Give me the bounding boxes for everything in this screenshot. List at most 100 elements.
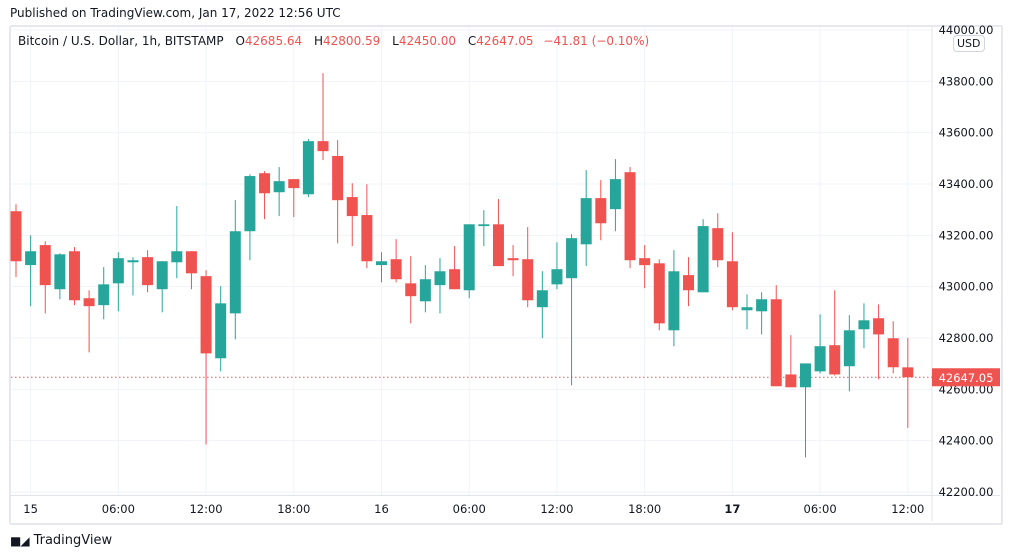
open-value: 42685.64: [244, 34, 303, 48]
candle-body: [858, 320, 870, 330]
candle[interactable]: [726, 232, 738, 311]
candle[interactable]: [259, 171, 271, 220]
candle[interactable]: [492, 199, 504, 267]
candle[interactable]: [346, 183, 358, 247]
candle[interactable]: [551, 242, 563, 290]
candle-body: [244, 176, 256, 232]
time-axis: 15 06:00 12:00 18:00 16 06:00 12:00 18:00 17 06:0…: [23, 502, 924, 516]
candle-body: [185, 251, 197, 274]
candle[interactable]: [83, 290, 95, 353]
time-tick-label: 17: [724, 502, 740, 516]
candle[interactable]: [785, 335, 797, 388]
close-label: C: [467, 34, 477, 48]
candle-body: [302, 141, 314, 195]
candle[interactable]: [244, 174, 256, 261]
candle[interactable]: [522, 227, 534, 308]
candle[interactable]: [449, 246, 461, 290]
candle[interactable]: [39, 241, 51, 314]
candle-body: [376, 261, 387, 266]
candle[interactable]: [770, 285, 782, 387]
candle-body: [478, 224, 490, 227]
candle[interactable]: [142, 250, 154, 293]
candle[interactable]: [829, 290, 841, 376]
candle[interactable]: [478, 210, 490, 247]
footer: ■◢ TradingView: [10, 533, 112, 548]
candle-body: [580, 198, 592, 245]
candle[interactable]: [215, 286, 227, 372]
candle[interactable]: [536, 271, 548, 339]
candle[interactable]: [697, 219, 709, 293]
candle[interactable]: [200, 270, 212, 445]
candle[interactable]: [463, 224, 475, 299]
candle[interactable]: [185, 251, 197, 290]
candle[interactable]: [229, 200, 241, 340]
currency-badge[interactable]: USD: [953, 35, 985, 52]
tradingview-logo-icon: ■◢: [10, 533, 30, 548]
price-tick-label: 42800.00: [939, 331, 994, 345]
candle-body: [551, 269, 563, 285]
candle[interactable]: [288, 179, 300, 218]
candle-body: [127, 260, 139, 263]
candle[interactable]: [653, 259, 665, 331]
candle[interactable]: [317, 73, 329, 161]
candle[interactable]: [302, 139, 314, 198]
candle[interactable]: [390, 239, 402, 283]
candle[interactable]: [10, 204, 22, 278]
symbol-legend: Bitcoin / U.S. Dollar, 1h, BITSTAMP O426…: [18, 34, 649, 48]
candle[interactable]: [25, 235, 37, 307]
candle-body: [405, 283, 417, 297]
price-tick-label: 43200.00: [939, 228, 994, 242]
candle[interactable]: [609, 159, 621, 232]
candle-body: [463, 224, 475, 291]
candle[interactable]: [507, 245, 519, 277]
close-value: 42647.05: [476, 34, 534, 48]
candle[interactable]: [668, 250, 680, 347]
candle[interactable]: [902, 337, 914, 428]
candle[interactable]: [419, 265, 431, 313]
candle-body: [492, 224, 504, 267]
candle[interactable]: [639, 245, 651, 289]
candle[interactable]: [873, 304, 885, 380]
candle-body: [770, 299, 782, 387]
candle[interactable]: [68, 247, 80, 306]
candle[interactable]: [683, 257, 695, 307]
candle-body: [215, 303, 227, 359]
footer-brand[interactable]: TradingView: [33, 533, 113, 548]
candle[interactable]: [843, 315, 855, 392]
candle[interactable]: [273, 167, 285, 217]
candle[interactable]: [171, 206, 183, 279]
candle[interactable]: [127, 257, 139, 296]
candle[interactable]: [595, 180, 607, 241]
candle[interactable]: [434, 258, 446, 314]
candle[interactable]: [580, 170, 592, 267]
candle[interactable]: [376, 252, 387, 283]
candle[interactable]: [858, 303, 870, 349]
time-tick-label: 06:00: [804, 502, 837, 516]
candle[interactable]: [156, 261, 168, 313]
time-tick-label: 18:00: [628, 502, 661, 516]
candle-body: [229, 231, 241, 314]
candle-body: [156, 261, 168, 290]
candle[interactable]: [756, 292, 768, 335]
candle[interactable]: [98, 267, 110, 320]
candle[interactable]: [799, 363, 811, 458]
candle[interactable]: [361, 184, 373, 269]
candle-body: [449, 269, 461, 290]
price-tick-label: 42400.00: [939, 434, 994, 448]
candle[interactable]: [54, 253, 66, 300]
candle[interactable]: [405, 256, 417, 324]
candle[interactable]: [741, 294, 753, 330]
symbol-title: Bitcoin / U.S. Dollar, 1h, BITSTAMP: [18, 34, 224, 48]
candle-body: [25, 251, 37, 266]
candle[interactable]: [887, 321, 899, 374]
time-tick-label: 16: [374, 502, 389, 516]
candle[interactable]: [814, 314, 826, 374]
published-caption: Published on TradingView.com, Jan 17, 20…: [10, 6, 341, 20]
candle[interactable]: [624, 167, 636, 269]
candle[interactable]: [332, 140, 344, 244]
candle[interactable]: [112, 252, 124, 312]
candle[interactable]: [712, 213, 724, 268]
candle-body: [317, 141, 329, 152]
candle[interactable]: [566, 234, 578, 386]
